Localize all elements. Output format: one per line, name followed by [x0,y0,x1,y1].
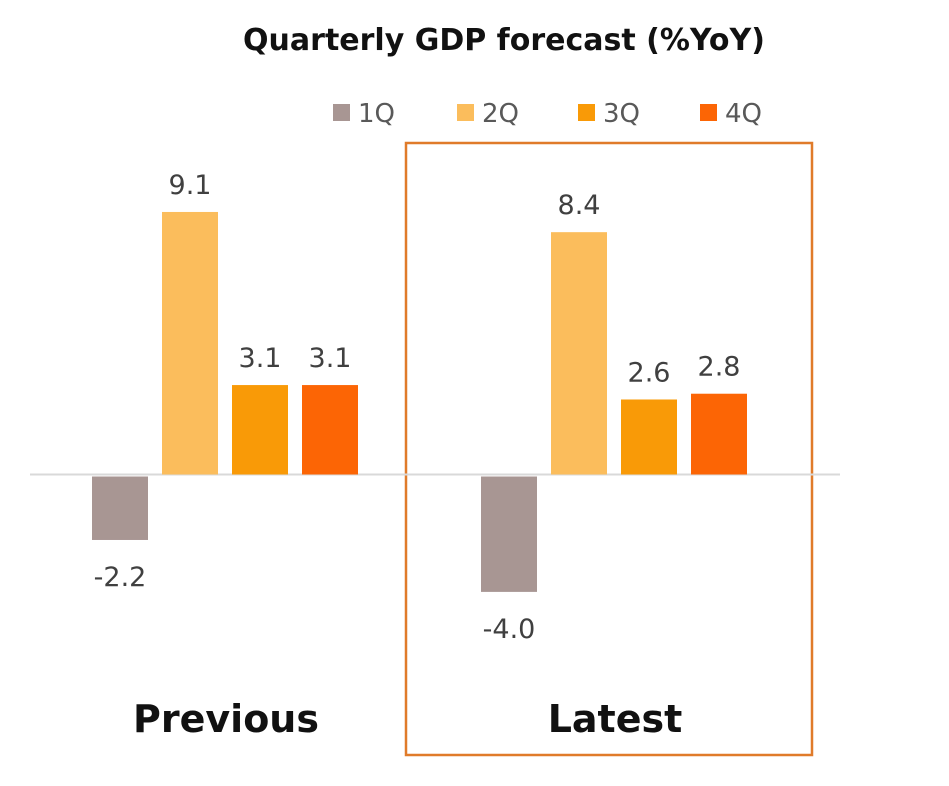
legend-label-1q: 1Q [358,99,395,129]
legend-label-4q: 4Q [725,99,762,129]
bar-latest-1q [481,476,537,592]
data-label-latest-1q: -4.0 [483,614,536,645]
legend-swatch-2q [457,104,474,121]
legend-label-2q: 2Q [482,99,519,129]
data-label-previous-3q: 3.1 [239,343,282,374]
bar-previous-4q [302,385,358,475]
group-label-previous: Previous [133,697,319,741]
data-label-latest-3q: 2.6 [628,357,671,388]
legend: 1Q 2Q 3Q 4Q [333,99,762,129]
data-label-latest-2q: 8.4 [558,190,601,221]
group-label-latest: Latest [548,697,683,741]
bar-previous-3q [232,385,288,475]
chart-title: Quarterly GDP forecast (%YoY) [243,23,765,58]
data-label-previous-4q: 3.1 [309,343,352,374]
bar-latest-3q [621,399,677,475]
legend-swatch-4q [700,104,717,121]
data-label-latest-4q: 2.8 [698,352,741,383]
data-label-previous-1q: -2.2 [94,562,147,593]
legend-swatch-3q [578,104,595,121]
bar-latest-4q [691,393,747,475]
bar-previous-2q [162,211,218,475]
legend-swatch-1q [333,104,350,121]
bar-latest-2q [551,232,607,475]
bar-previous-1q [92,476,148,540]
legend-label-3q: 3Q [603,99,640,129]
data-label-previous-2q: 9.1 [169,170,212,201]
latest-highlight-box [404,141,814,757]
bars [92,211,747,592]
data-labels: -2.2 -4.0 9.1 8.4 3.1 2.6 3.1 2.8 [94,170,741,645]
